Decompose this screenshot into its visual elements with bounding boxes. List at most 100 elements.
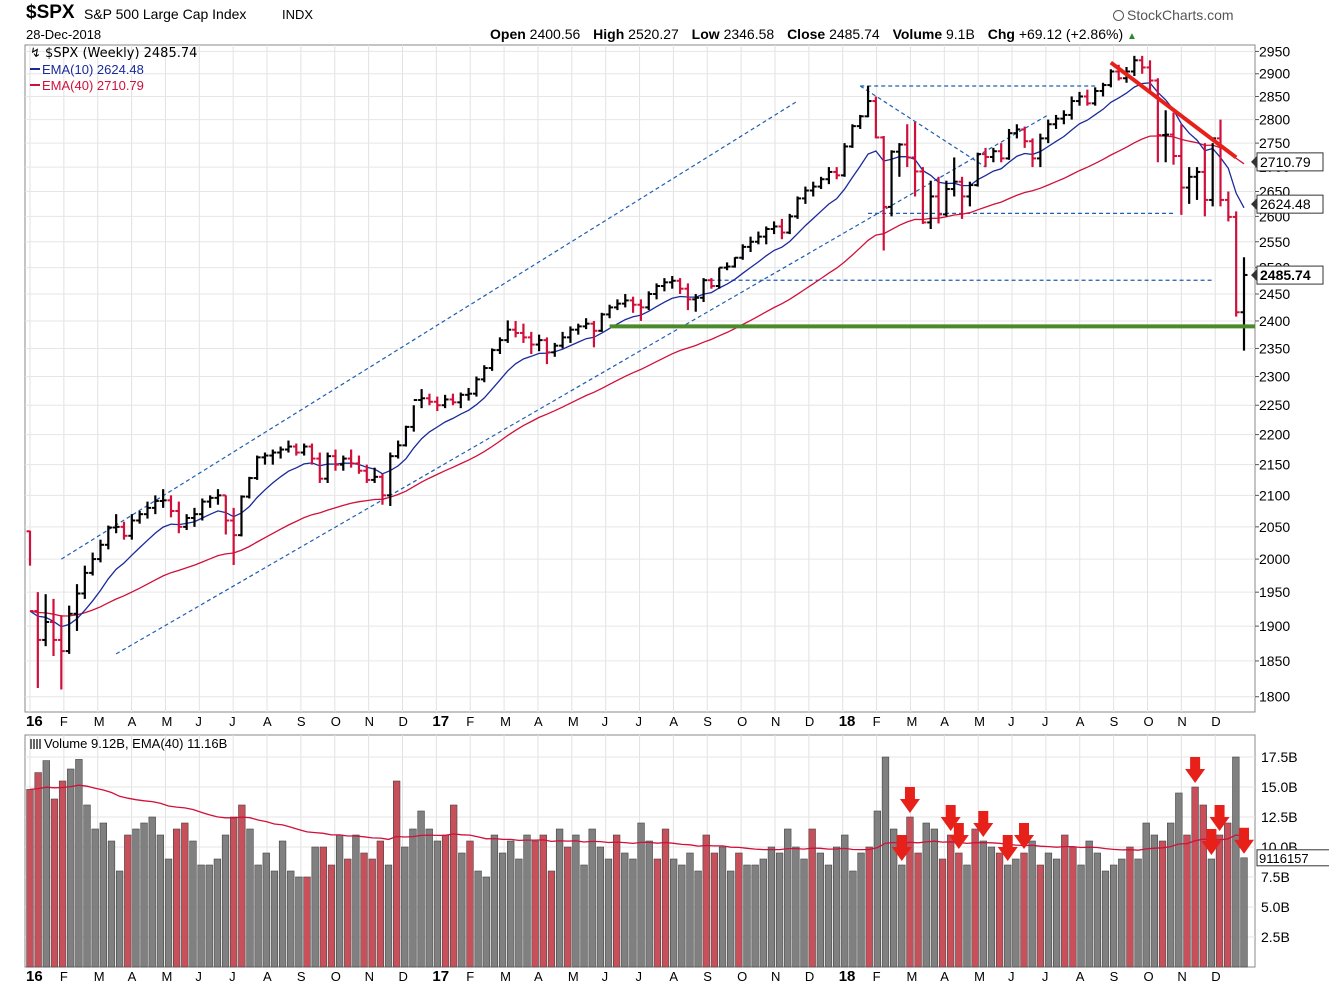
ohlc-bar: [269, 449, 277, 465]
lower-channel-line: [115, 114, 1049, 655]
ohlc-bar: [433, 396, 441, 412]
volume-x-tick-label: D: [398, 969, 407, 984]
ohlc-bar: [519, 323, 527, 343]
volume-bar: [767, 846, 776, 968]
volume-y-tick-label: 7.5B: [1261, 869, 1290, 885]
low-label: Low: [691, 26, 720, 42]
volume-icon: [30, 739, 42, 749]
volume-bar: [857, 852, 865, 968]
volume-bar: [515, 858, 523, 968]
volume-bar: [653, 858, 662, 968]
ohlc-bar: [465, 387, 473, 401]
price-x-tick-label: F: [466, 714, 474, 729]
price-y-tick-label: 2800: [1259, 112, 1290, 128]
volume-bar: [1158, 840, 1167, 968]
volume-bar: [83, 804, 91, 968]
ohlc-bar: [707, 278, 715, 289]
volume-bar: [678, 864, 686, 968]
volume-bar: [759, 858, 767, 968]
price-x-tick-label: S: [297, 714, 306, 729]
volume-bar: [132, 828, 140, 968]
volume-value: 9.1B: [946, 26, 975, 42]
ohlc-bar: [848, 124, 856, 148]
volume-x-tick-label: S: [703, 969, 712, 984]
ohlc-bar: [637, 299, 645, 321]
ohlc-bar: [919, 167, 927, 224]
volume-x-tick-label: D: [805, 969, 814, 984]
ohlc-bar: [809, 181, 817, 197]
price-x-tick-label: M: [94, 714, 105, 729]
ohlc-bar: [57, 615, 65, 690]
ohlc-bar: [222, 494, 230, 535]
ema40-price-badge: 2710.79: [1260, 154, 1311, 170]
volume-bar: [344, 858, 352, 968]
volume-bar: [278, 840, 287, 968]
volume-x-tick-label: M: [974, 969, 985, 984]
ohlc-bar: [1185, 167, 1193, 204]
volume-bar: [645, 840, 653, 968]
price-x-tick-label: 18: [839, 713, 856, 730]
price-x-tick-label: D: [805, 714, 814, 729]
volume-bar: [75, 759, 83, 968]
ohlc-bar: [394, 440, 402, 459]
volume-bar: [995, 852, 1004, 968]
bar-chart-icon: ↯: [30, 46, 41, 61]
ohlc-bar: [151, 495, 159, 515]
volume-bar: [661, 828, 670, 968]
volume-x-tick-label: M: [161, 969, 172, 984]
ohlc-bar: [872, 96, 880, 139]
price-x-tick-label: F: [873, 714, 881, 729]
volume-arrow-marker: [1209, 805, 1230, 831]
ohlc-bar: [504, 320, 512, 343]
ohlc-bar: [339, 455, 347, 471]
ohlc-bar: [997, 143, 1005, 163]
ohlc-bar: [253, 455, 261, 480]
volume-bar: [1118, 858, 1126, 968]
ohlc-bar: [660, 278, 668, 292]
ohlc-bar: [1068, 96, 1076, 120]
ema10-price-badge: 2624.48: [1260, 196, 1311, 212]
volume-bar: [824, 864, 833, 968]
ohlc-bar: [684, 283, 692, 311]
ohlc-bar: [1217, 119, 1225, 207]
volume-arrow-marker: [1234, 827, 1254, 854]
volume-bar: [376, 840, 384, 968]
price-x-tick-label: S: [703, 714, 712, 729]
volume-x-tick-label: A: [534, 969, 543, 984]
volume-x-tick-label: F: [873, 969, 881, 984]
legend-ema10-text: EMA(10) 2624.48: [42, 62, 144, 77]
volume-bar: [360, 852, 368, 968]
volume-bar: [816, 852, 824, 968]
volume-x-tick-label: A: [669, 969, 678, 984]
price-x-tick-label: 16: [26, 713, 43, 730]
chg-label: Chg: [987, 26, 1015, 42]
ohlc-bar: [598, 312, 606, 332]
ohlc-bar: [723, 262, 731, 271]
volume-x-tick-label: F: [60, 969, 68, 984]
volume-x-tick-label: J: [602, 969, 609, 984]
volume-bar: [67, 768, 75, 968]
ohlc-bar: [277, 446, 285, 459]
volume-bar: [1134, 858, 1142, 968]
volume-ema40-line: [29, 784, 1245, 851]
ohlc-bar: [206, 495, 214, 508]
ohlc-bar: [1091, 87, 1099, 106]
volume-bar: [906, 816, 914, 968]
ohlc-bar: [425, 393, 433, 406]
ema40-line: [29, 135, 1245, 617]
ema10-swatch: [30, 68, 40, 70]
ohlc-bar: [621, 294, 629, 308]
volume-bar: [1012, 858, 1020, 968]
price-x-tick-label: O: [737, 714, 747, 729]
ohlc-bar: [527, 331, 535, 355]
ohlc-bar: [566, 326, 574, 343]
volume-bar: [914, 852, 922, 968]
volume-bar: [947, 834, 955, 968]
brand-logo[interactable]: StockCharts.com: [1113, 7, 1234, 23]
volume-y-tick-label: 12.5B: [1261, 809, 1298, 825]
ohlc-bar: [895, 143, 903, 177]
volume-bar: [832, 846, 841, 968]
volume-bar: [775, 852, 784, 968]
price-y-tick-label: 2750: [1259, 135, 1290, 151]
ohlc-bar: [747, 236, 755, 253]
